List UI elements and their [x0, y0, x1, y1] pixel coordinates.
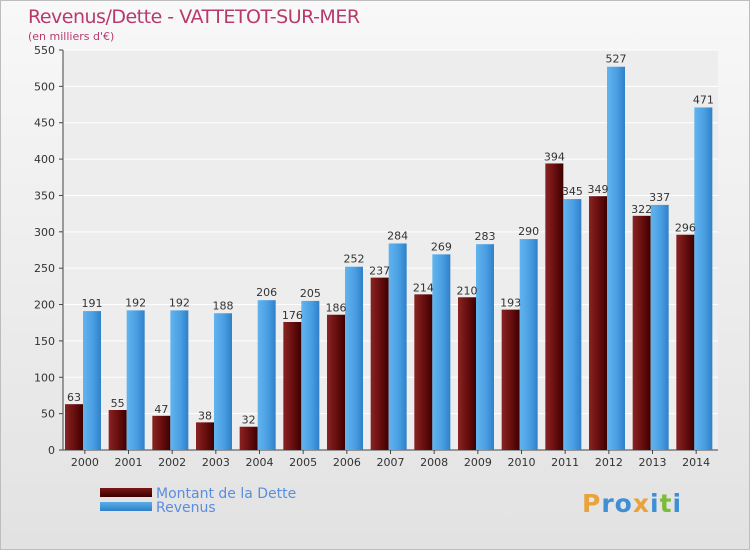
bar-revenus	[563, 199, 582, 450]
bar-revenus	[607, 66, 625, 451]
y-tick-label: 100	[34, 371, 55, 384]
bar-dette	[152, 415, 171, 450]
x-tick-label: 2003	[202, 456, 230, 469]
data-label-dette: 32	[242, 414, 256, 427]
bar-dette	[458, 297, 476, 450]
bar-dette	[501, 309, 520, 450]
bar-dette	[327, 314, 345, 450]
bar-dette	[196, 422, 214, 450]
data-label-dette: 55	[111, 397, 125, 410]
data-label-revenus: 527	[606, 53, 627, 66]
data-label-revenus: 283	[475, 230, 496, 243]
data-label-revenus: 345	[562, 185, 583, 198]
x-tick-label: 2000	[71, 456, 99, 469]
x-tick-label: 2014	[682, 456, 710, 469]
y-tick-label: 150	[34, 335, 55, 348]
bar-revenus	[214, 313, 232, 450]
data-label-revenus: 206	[256, 286, 277, 299]
bar-dette	[545, 163, 564, 451]
bar-revenus	[432, 254, 451, 450]
x-tick-label: 2004	[246, 456, 274, 469]
data-label-dette: 237	[369, 265, 390, 278]
data-label-revenus: 337	[649, 191, 670, 204]
y-tick-label: 550	[34, 44, 55, 57]
data-label-revenus: 192	[169, 296, 190, 309]
y-tick-label: 450	[34, 117, 55, 130]
data-label-dette: 210	[457, 284, 478, 297]
bar-revenus	[650, 204, 669, 450]
data-label-revenus: 290	[518, 225, 539, 238]
bar-dette	[370, 277, 389, 450]
x-tick-label: 2010	[508, 456, 536, 469]
bar-revenus	[345, 266, 363, 450]
x-tick-label: 2012	[595, 456, 623, 469]
data-label-dette: 349	[588, 183, 609, 196]
bar-dette	[676, 234, 695, 450]
y-tick-label: 250	[34, 262, 55, 275]
data-label-revenus: 284	[387, 229, 408, 242]
bar-dette	[414, 294, 433, 450]
y-tick-label: 500	[34, 80, 55, 93]
data-label-dette: 176	[282, 309, 303, 322]
x-tick-label: 2013	[639, 456, 667, 469]
y-tick-label: 350	[34, 189, 55, 202]
data-label-revenus: 471	[693, 93, 714, 106]
data-label-dette: 394	[544, 150, 565, 163]
data-label-dette: 296	[675, 222, 696, 235]
data-label-revenus: 252	[344, 253, 365, 266]
data-label-revenus: 269	[431, 240, 452, 253]
data-label-dette: 214	[413, 281, 434, 294]
bar-dette	[283, 322, 302, 450]
legend-swatch-revenus	[100, 502, 152, 511]
y-tick-label: 50	[41, 408, 55, 421]
y-tick-label: 300	[34, 226, 55, 239]
proxiti-logo: Proxiti	[582, 489, 683, 518]
bar-dette	[65, 404, 83, 450]
bar-revenus	[694, 107, 713, 451]
x-tick-label: 2008	[420, 456, 448, 469]
legend-label-dette: Montant de la Dette	[156, 486, 297, 502]
legend-label-revenus: Revenus	[156, 500, 216, 516]
data-label-dette: 186	[326, 302, 347, 315]
bar-dette	[632, 215, 651, 450]
bar-revenus	[257, 300, 276, 450]
x-tick-label: 2009	[464, 456, 492, 469]
bar-revenus	[476, 244, 494, 450]
data-label-revenus: 191	[82, 297, 103, 310]
chart-title: Revenus/Dette - VATTETOT-SUR-MER	[28, 6, 360, 28]
x-tick-label: 2005	[289, 456, 317, 469]
x-tick-label: 2011	[551, 456, 579, 469]
data-label-dette: 38	[198, 409, 212, 422]
data-label-revenus: 192	[125, 296, 146, 309]
data-label-dette: 322	[631, 203, 652, 216]
data-label-dette: 63	[67, 391, 81, 404]
bar-revenus	[388, 243, 407, 450]
data-label-revenus: 188	[213, 299, 234, 312]
y-tick-label: 0	[48, 444, 55, 457]
y-tick-label: 200	[34, 299, 55, 312]
y-tick-label: 400	[34, 153, 55, 166]
x-tick-label: 2001	[115, 456, 143, 469]
bar-dette	[239, 426, 258, 450]
data-label-dette: 47	[154, 403, 168, 416]
bar-revenus	[126, 310, 145, 450]
legend-swatch-dette	[100, 488, 152, 497]
data-label-dette: 193	[500, 297, 521, 310]
data-label-revenus: 205	[300, 287, 321, 300]
x-tick-label: 2006	[333, 456, 361, 469]
x-tick-label: 2002	[158, 456, 186, 469]
chart-subtitle: (en milliers d'€)	[28, 30, 115, 43]
bar-revenus	[170, 310, 189, 450]
bar-dette	[589, 196, 607, 450]
x-tick-label: 2007	[377, 456, 405, 469]
bar-revenus	[519, 239, 538, 450]
bar-dette	[108, 410, 127, 450]
bar-revenus	[301, 300, 320, 450]
bar-revenus	[83, 311, 101, 450]
